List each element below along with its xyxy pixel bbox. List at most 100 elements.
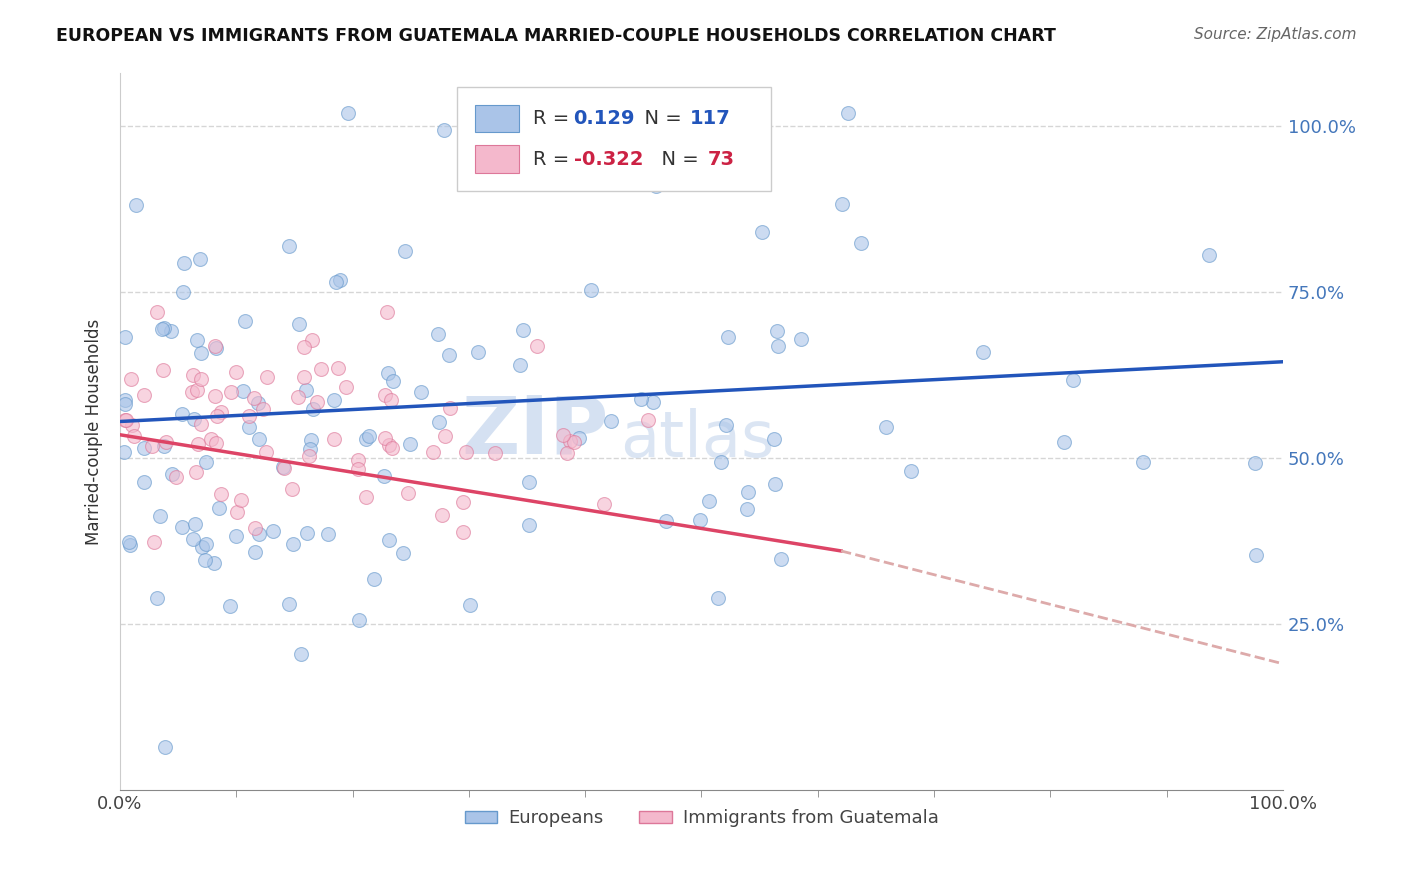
- Point: [301, 333, 323, 347]
- Point: [325, 275, 347, 289]
- Point: [295, 383, 318, 397]
- Point: [191, 540, 214, 554]
- Text: 0.129: 0.129: [574, 109, 636, 128]
- Point: [1198, 248, 1220, 262]
- Point: [273, 460, 295, 475]
- Point: [172, 285, 194, 300]
- Point: [208, 501, 231, 516]
- Point: [194, 553, 217, 567]
- Point: [187, 436, 209, 450]
- Point: [763, 433, 786, 447]
- Point: [322, 432, 344, 446]
- Point: [271, 460, 294, 475]
- Point: [165, 470, 187, 484]
- Point: [637, 413, 659, 427]
- Point: [190, 417, 212, 432]
- Text: 73: 73: [707, 150, 734, 169]
- Point: [181, 385, 204, 400]
- Point: [307, 395, 329, 409]
- Point: [422, 445, 444, 459]
- Point: [363, 572, 385, 586]
- Text: R =: R =: [533, 150, 575, 169]
- Point: [183, 411, 205, 425]
- Point: [124, 428, 146, 442]
- Point: [226, 505, 249, 519]
- Point: [153, 439, 176, 453]
- Point: [288, 317, 311, 331]
- Point: [277, 238, 299, 252]
- Point: [184, 517, 207, 532]
- Point: [195, 455, 218, 469]
- Point: [763, 477, 786, 491]
- Point: [766, 339, 789, 353]
- Point: [460, 598, 482, 612]
- Point: [433, 122, 456, 136]
- Point: [1244, 548, 1267, 562]
- Legend: Europeans, Immigrants from Guatemala: Europeans, Immigrants from Guatemala: [457, 802, 946, 835]
- Point: [245, 521, 267, 535]
- Point: [160, 325, 183, 339]
- Point: [381, 441, 404, 455]
- Point: [141, 439, 163, 453]
- Text: Source: ZipAtlas.com: Source: ZipAtlas.com: [1194, 27, 1357, 42]
- Point: [697, 494, 720, 508]
- Point: [581, 284, 603, 298]
- Point: [298, 442, 321, 457]
- Point: [287, 390, 309, 404]
- Point: [630, 392, 652, 406]
- Point: [359, 429, 381, 443]
- Point: [188, 252, 211, 266]
- Point: [374, 431, 396, 445]
- Point: [247, 432, 270, 446]
- Point: [170, 407, 193, 421]
- Point: [204, 338, 226, 352]
- Point: [233, 314, 256, 328]
- Point: [560, 434, 582, 448]
- Point: [394, 244, 416, 258]
- Point: [380, 392, 402, 407]
- Text: R =: R =: [533, 109, 575, 128]
- Point: [112, 445, 135, 459]
- Point: [526, 338, 548, 352]
- Point: [643, 395, 665, 409]
- Text: N =: N =: [631, 109, 688, 128]
- Point: [205, 341, 228, 355]
- Point: [589, 126, 612, 140]
- Point: [735, 502, 758, 516]
- Point: [309, 362, 332, 376]
- Point: [186, 383, 208, 397]
- Point: [262, 524, 284, 538]
- Point: [231, 492, 253, 507]
- Text: ZIP: ZIP: [461, 392, 609, 470]
- Text: -0.322: -0.322: [574, 150, 643, 169]
- Point: [347, 613, 370, 627]
- Point: [184, 465, 207, 479]
- Point: [209, 405, 232, 419]
- Point: [181, 532, 204, 546]
- Point: [439, 401, 461, 416]
- Point: [205, 409, 228, 423]
- Point: [354, 490, 377, 504]
- Point: [186, 334, 208, 348]
- Point: [509, 358, 531, 372]
- Point: [875, 420, 897, 434]
- Point: [114, 392, 136, 407]
- Point: [172, 520, 194, 534]
- Point: [200, 432, 222, 446]
- Point: [132, 442, 155, 456]
- Point: [398, 436, 420, 450]
- Point: [644, 178, 666, 193]
- Point: [346, 452, 368, 467]
- Point: [512, 323, 534, 337]
- Point: [593, 497, 616, 511]
- Point: [316, 527, 339, 541]
- Point: [150, 322, 173, 336]
- Point: [337, 105, 360, 120]
- Point: [195, 537, 218, 551]
- Text: atlas: atlas: [620, 408, 775, 469]
- Point: [689, 513, 711, 527]
- Point: [377, 305, 399, 319]
- Point: [125, 198, 148, 212]
- Point: [114, 413, 136, 427]
- Point: [120, 538, 142, 552]
